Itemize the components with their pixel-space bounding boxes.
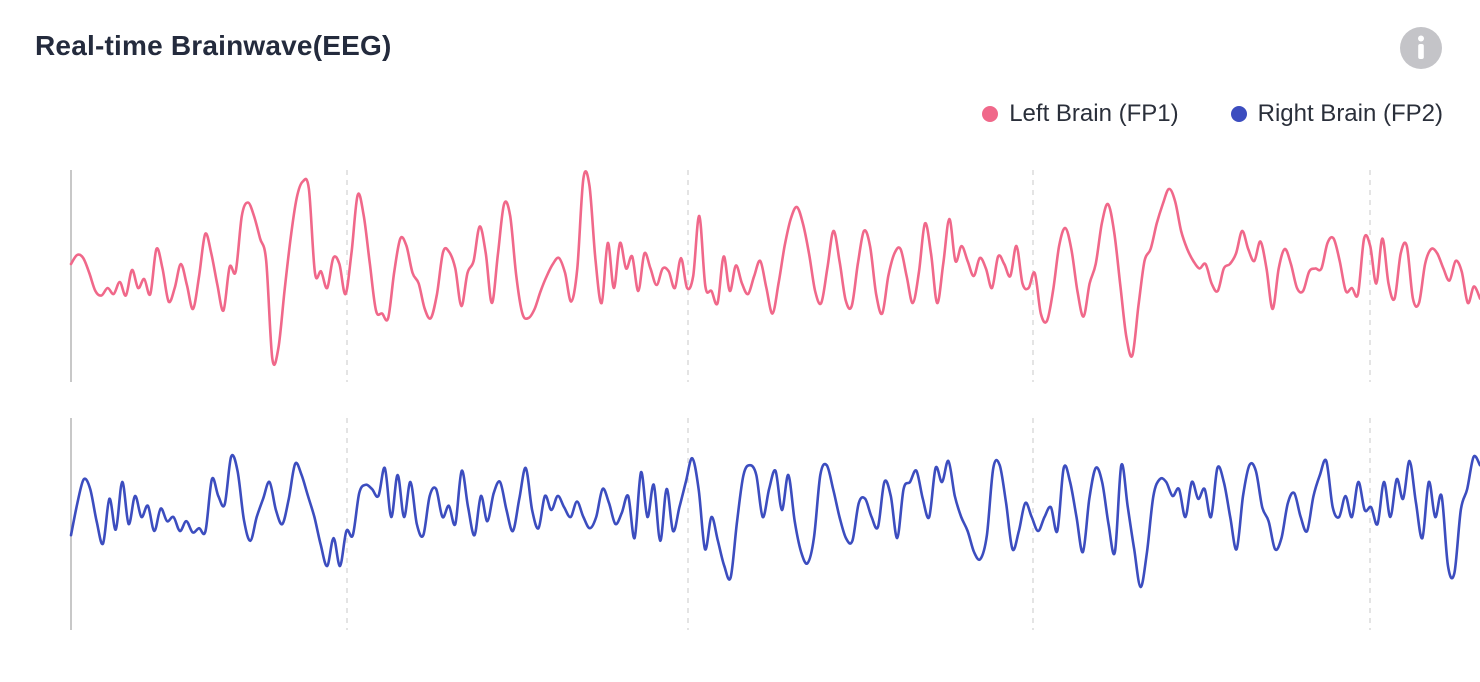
- legend-item-fp1[interactable]: Left Brain (FP1): [982, 100, 1179, 128]
- info-icon: [1418, 35, 1424, 59]
- series-line-fp1: [69, 169, 1480, 366]
- legend-marker-fp2: [1230, 106, 1247, 122]
- chart-legend: Left Brain (FP1) Right Brain (FP2): [982, 100, 1443, 128]
- legend-label-fp2: Right Brain (FP2): [1257, 100, 1443, 127]
- series-line-fp2: [69, 453, 1480, 589]
- legend-marker-fp1: [982, 106, 999, 122]
- info-button[interactable]: [1400, 27, 1442, 69]
- chart-title: Real-time Brainwave(EEG): [35, 30, 392, 61]
- legend-item-fp2[interactable]: Right Brain (FP2): [1230, 100, 1443, 128]
- legend-label-fp1: Left Brain (FP1): [1009, 100, 1179, 127]
